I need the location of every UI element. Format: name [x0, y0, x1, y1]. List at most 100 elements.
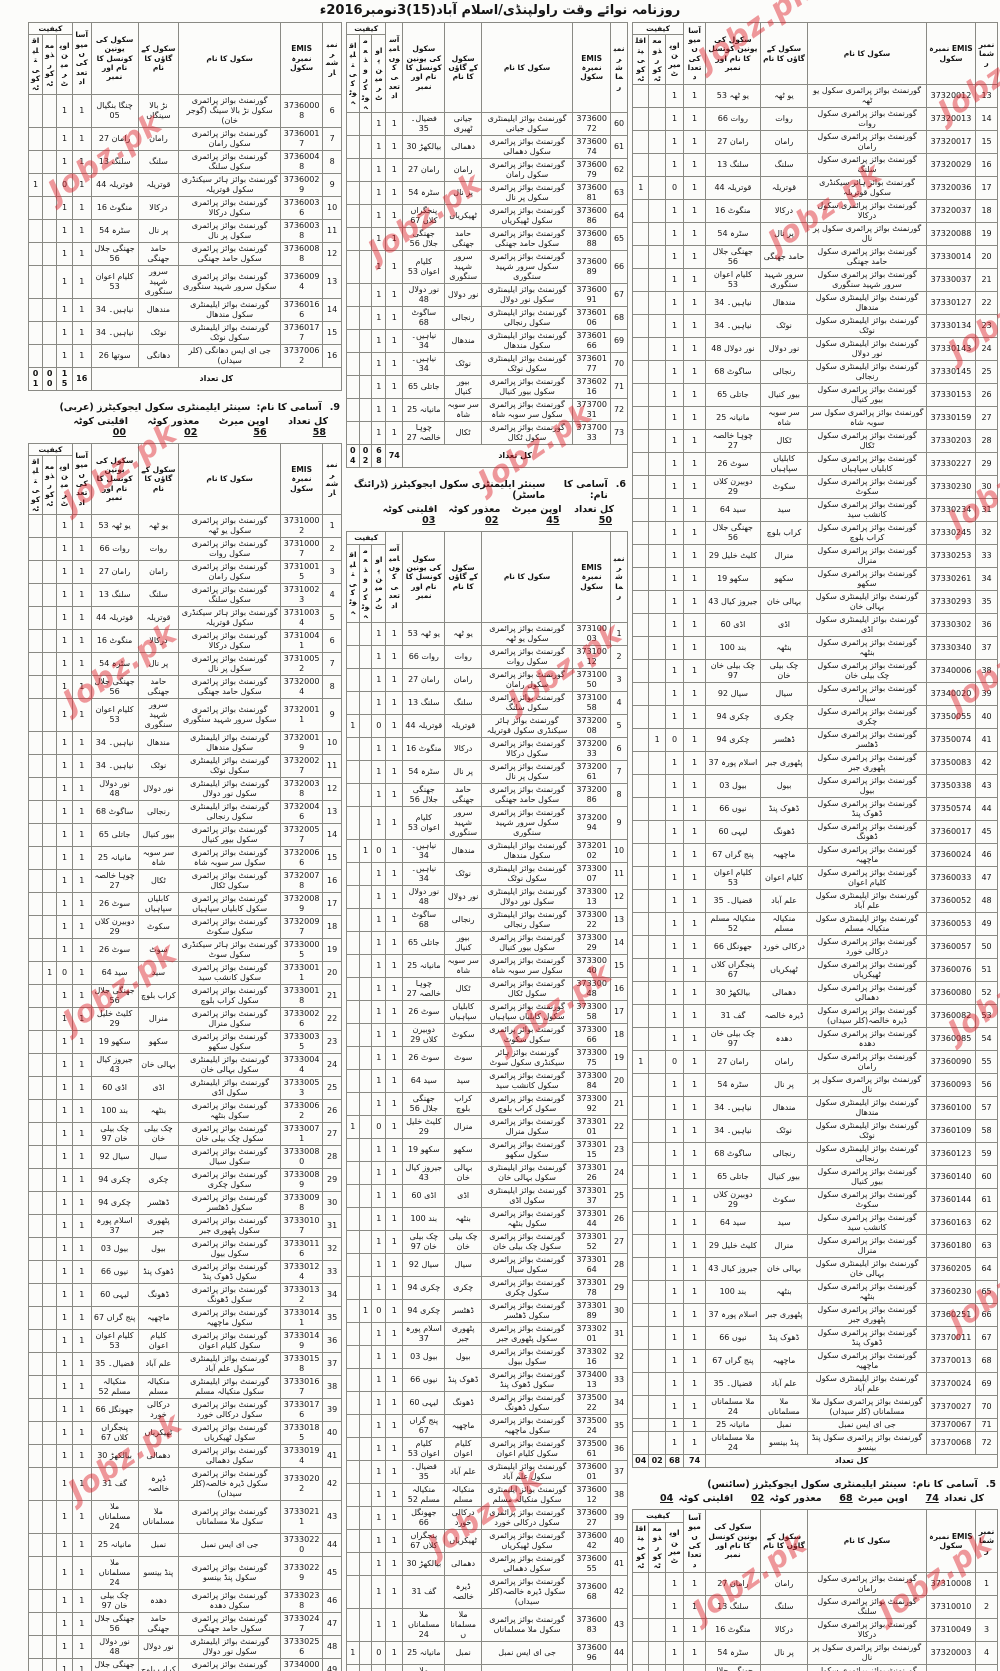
- cell-open-merit: 1: [371, 306, 387, 331]
- cell-open-merit: 1: [664, 245, 685, 270]
- cell-post-count: 1: [385, 1459, 404, 1484]
- table-row: 24 37330044 گورنمنٹ بوائز ایلیمنٹری سکول ب…: [28, 1053, 342, 1078]
- cell-open-merit: 1: [56, 1421, 73, 1446]
- cell-emis: 37360052: [925, 889, 977, 914]
- cell-minority-quota: [632, 1303, 650, 1328]
- cell-emis: 37320057: [279, 823, 324, 848]
- table-row: 67 37370011 گورنمنٹ بوائز پرائمری سکول ڈھو…: [632, 1326, 998, 1351]
- minority-quota-count-value: 00: [112, 426, 126, 438]
- cell-post-count: 1: [683, 1571, 707, 1596]
- cell-emis: 37330048: [572, 976, 612, 1001]
- cell-village: رامان: [137, 126, 180, 151]
- cell-post-count: 1: [683, 682, 707, 707]
- cell-minority-quota: [28, 1260, 44, 1285]
- col-quota-group: کیفیت: [28, 442, 73, 457]
- cell-serial: 31: [610, 1321, 628, 1346]
- cell-disabled-quota: [42, 1658, 58, 1671]
- table-row: 14 37320013 گورنمنٹ بوائز پرائمری سکول روا…: [632, 107, 998, 132]
- cell-school-name: گورنمنٹ بوائز پرائمری سکول بیور کنیال: [480, 375, 574, 400]
- cell-union-council: سٹرہ 54: [705, 1073, 761, 1098]
- cell-minority-quota: [632, 1395, 650, 1420]
- cell-disabled-quota: [42, 1306, 58, 1331]
- cell-disabled-quota: [42, 1145, 58, 1170]
- cell-disabled-quota: [648, 958, 666, 983]
- cell-minority-quota: [28, 1306, 44, 1331]
- cell-post-count: 1: [385, 306, 404, 331]
- cell-school-name: گورنمنٹ بوائز ایلیمنٹری سکول نوٹک: [807, 1119, 927, 1144]
- cell-disabled-quota: [358, 782, 373, 807]
- cell-village: درکالا: [137, 195, 180, 220]
- cell-open-merit: 1: [664, 866, 685, 891]
- cell-union-council: نیاہیں۔ 34: [705, 1096, 761, 1121]
- cell-post-count: 1: [71, 961, 92, 986]
- cell-open-merit: 1: [664, 521, 685, 546]
- cell-post-count: 1: [71, 938, 92, 963]
- cell-open-merit: 1: [664, 406, 685, 431]
- cell-post-count: 1: [71, 1421, 92, 1446]
- cell-union-council: لیہی 60: [90, 1283, 139, 1308]
- cell-minority-quota: [28, 1030, 44, 1055]
- cell-serial: 28: [610, 1252, 628, 1277]
- cell-serial: 6: [322, 93, 342, 128]
- cell-minority-quota: [28, 537, 44, 562]
- cell-union-council: اڈی 60: [705, 613, 761, 638]
- cell-emis: 37350338: [925, 774, 977, 799]
- cell-union-council: گف 31: [705, 1004, 761, 1029]
- cell-village: ماچھیہ: [759, 843, 809, 868]
- cell-union-council: سٹرہ 54: [90, 218, 139, 243]
- total-count-label: کل تعداد: [288, 415, 328, 427]
- cell-union-council: ملا مسلماناں 24: [90, 1500, 139, 1535]
- cell-minority-quota: [346, 884, 360, 909]
- cell-village: چکری: [444, 1275, 482, 1300]
- table-row: 13 37320046 گورنمنٹ بوائز ایلیمنٹری سکول ر…: [28, 800, 342, 825]
- cell-minority-quota: [632, 1431, 650, 1456]
- cell-disabled-quota: [648, 1142, 666, 1167]
- cell-emis: 37360140: [925, 1165, 977, 1190]
- cell-village: سکھو: [759, 567, 809, 592]
- cell-union-council: کلیٹ خلیل 29: [705, 544, 761, 569]
- table-row: 6 37310041 گورنمنٹ بوائز پرائمری سکول درکا…: [28, 629, 342, 654]
- cell-serial: 5: [322, 606, 342, 631]
- cell-minority-quota: [28, 1099, 44, 1124]
- col-union-council: سکول کی یونین کونسل کا نام اور نمبر: [705, 1509, 761, 1573]
- table-row: 3 37310015 گورنمنٹ بوائز پرائمری سکول راما…: [28, 560, 342, 585]
- cell-village: منرال: [444, 1114, 482, 1139]
- cell-union-council: جاتلی 65: [705, 383, 761, 408]
- cell-post-count: 1: [683, 360, 707, 385]
- cell-village: پر نال: [137, 652, 180, 677]
- cell-union-council: اڈی 60: [402, 1183, 446, 1208]
- table-row: 11 37320027 گورنمنٹ بوائز ایلیمنٹری سکول ن…: [28, 754, 342, 779]
- cell-emis: 37310002: [279, 514, 324, 539]
- cell-post-count: 1: [683, 1349, 707, 1374]
- cell-emis: 37360081: [572, 181, 612, 206]
- cell-minority-quota: [632, 544, 650, 569]
- cell-post-count: 1: [71, 1500, 92, 1535]
- cell-school-name: گورنمنٹ بوائز پرائمری سکول کانشب سید: [480, 1068, 574, 1093]
- cell-serial: 45: [975, 820, 998, 845]
- cell-disabled-quota: [648, 130, 666, 155]
- cell-emis: 37360163: [925, 1211, 977, 1236]
- cell-school-name: گورنمنٹ بوائز ہائر سیکنڈری سکول قوتریلہ: [807, 176, 927, 201]
- table-row: 4 37320003 گورنمنٹ بوائز پرائمری سکول پر ن…: [632, 1640, 998, 1665]
- vacancy-section-header: 5. آسامی کا نام: سینئر ایلیمنٹری سکول ایجو…: [632, 1470, 998, 1509]
- cell-serial: 25: [322, 1076, 342, 1101]
- cell-open-merit: 0: [371, 838, 387, 863]
- cell-serial: 38: [975, 659, 998, 684]
- cell-open-merit: 1: [56, 731, 73, 756]
- cell-union-council: نیوں 66: [402, 1367, 446, 1392]
- cell-open-merit: 1: [371, 1551, 387, 1576]
- col-serial: نمبر شمار: [975, 1509, 998, 1573]
- cell-serial: 6: [610, 736, 628, 761]
- cell-minority-quota: [632, 521, 650, 546]
- cell-village: پنڈ بینسو: [137, 1556, 180, 1591]
- cell-post-count: 1: [683, 1303, 707, 1328]
- cell-village: بیول: [444, 1344, 482, 1369]
- cell-village: ڈھٹسر: [444, 1298, 482, 1323]
- cell-minority-quota: [346, 421, 360, 446]
- cell-minority-quota: [28, 938, 44, 963]
- table-row: 27 37330071 گورنمنٹ بوائز پرائمری سکول چک …: [28, 1122, 342, 1147]
- cell-village: سکھو: [444, 1137, 482, 1162]
- cell-school-name: گورنمنٹ بوائز پرائمری سکول سرور شہید سنگ…: [480, 250, 574, 285]
- cell-union-council: بیالکھڑ 30: [705, 981, 761, 1006]
- cell-village: ٹھیکریاں: [444, 204, 482, 229]
